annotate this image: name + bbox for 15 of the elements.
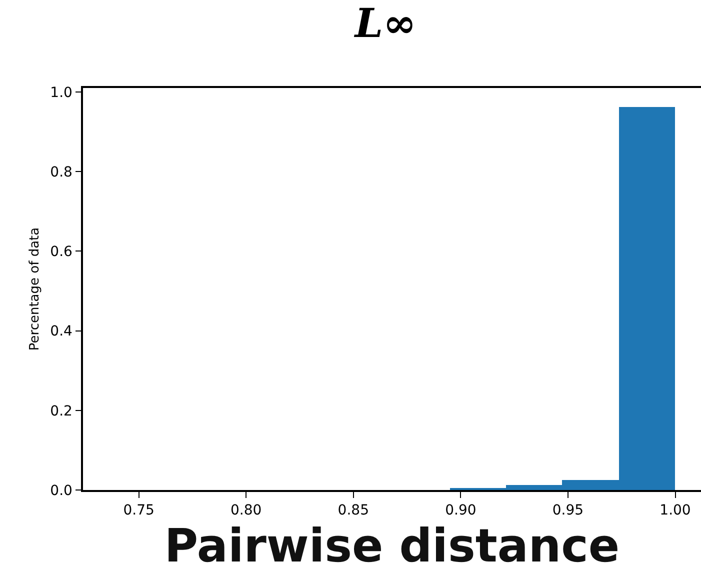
x-tick-label: 0.90 xyxy=(445,502,476,519)
x-tick-label: 0.85 xyxy=(338,502,369,519)
y-tick-label: 0.8 xyxy=(50,164,72,180)
x-axis-title: Pairwise distance xyxy=(164,518,620,573)
x-tick-label: 0.95 xyxy=(552,502,584,519)
y-tick-label: 0.0 xyxy=(50,482,72,499)
y-tick-label: 0.2 xyxy=(50,403,72,420)
y-axis-title: Percentage of data xyxy=(28,227,43,351)
x-tick-label: 1.00 xyxy=(660,502,691,519)
y-tick-label: 0.4 xyxy=(50,324,73,340)
y-tick-label: 1.0 xyxy=(50,84,72,101)
chart-title: L∞ xyxy=(354,0,416,47)
x-tick-label: 0.75 xyxy=(123,502,154,519)
y-tick-label: 0.6 xyxy=(50,244,73,260)
x-tick-label: 0.80 xyxy=(230,502,262,519)
